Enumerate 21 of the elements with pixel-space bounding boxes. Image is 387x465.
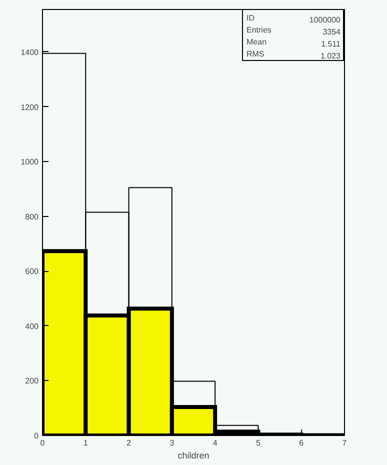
y-tick-label: 1400	[20, 48, 40, 57]
text: RMS 1.023	[246, 50, 341, 60]
x-tick-label: 2	[126, 438, 132, 448]
y-tick-label: 400	[25, 322, 40, 331]
text: Entries 3354	[246, 26, 340, 36]
y-tick-label: 200	[25, 376, 40, 386]
text: Mean 1.511	[246, 38, 341, 48]
y-tick-label: 1200	[20, 102, 40, 112]
x-tick-label: 7	[342, 438, 348, 448]
y-tick-label: 0	[34, 432, 40, 440]
y-tick-label: 800	[25, 212, 40, 222]
x-tick-label: 6	[299, 438, 304, 448]
x-tick-label: 1	[83, 438, 88, 448]
x-axis-title: children	[178, 450, 210, 460]
x-tick-label: 4	[212, 438, 218, 448]
x-tick-label: 0	[40, 438, 46, 448]
x-tick-label: 3	[170, 438, 175, 448]
text: ID 1000000	[246, 14, 341, 24]
y-tick-label: 1000	[20, 158, 40, 167]
y-tick-label: 600	[25, 267, 40, 276]
x-tick-label: 5	[256, 438, 261, 448]
